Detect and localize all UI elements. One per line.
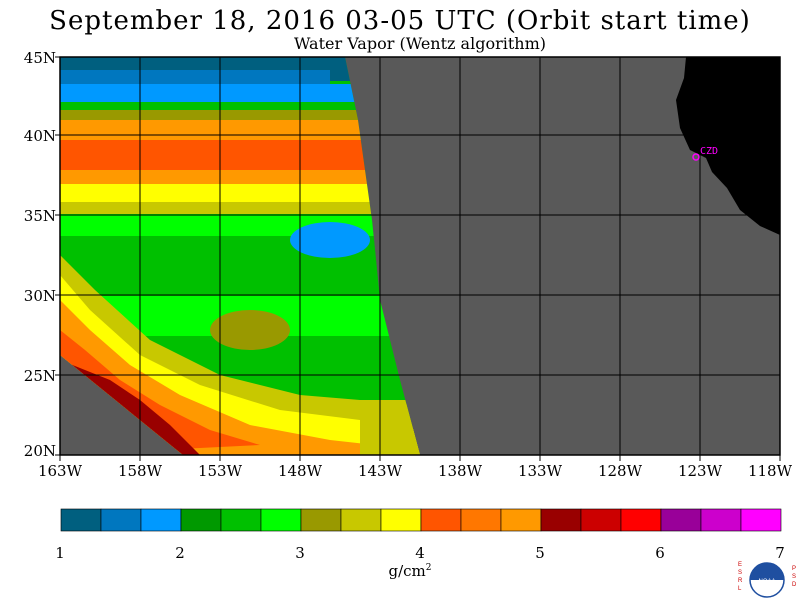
lon-label-153w: 153W <box>197 462 243 480</box>
lat-label-35n: 35N <box>23 207 56 225</box>
lon-label-133w: 133W <box>517 462 563 480</box>
colorbar-swatch <box>420 508 462 532</box>
colorbar-tick-7: 7 <box>775 544 785 562</box>
colorbar-swatch <box>500 508 542 532</box>
land-mass <box>676 57 780 235</box>
colorbar-tick-2: 2 <box>175 544 185 562</box>
lon-label-138w: 138W <box>437 462 483 480</box>
colorbar-tick-1: 1 <box>55 544 65 562</box>
colorbar-swatch <box>140 508 182 532</box>
logo-letter-d: D <box>792 582 797 588</box>
logo-letter-e: E <box>738 562 742 568</box>
colorbar-swatch <box>620 508 662 532</box>
colorbar-swatch <box>180 508 222 532</box>
logo-letter-r: R <box>738 578 743 584</box>
colorbar-unit-main: g/cm <box>388 562 426 580</box>
lon-label-128w: 128W <box>597 462 643 480</box>
lon-label-148w: 148W <box>277 462 323 480</box>
colorbar-swatch <box>60 508 102 532</box>
colorbar-tick-5: 5 <box>535 544 545 562</box>
lon-label-163w: 163W <box>37 462 83 480</box>
lat-label-40n: 40N <box>23 127 56 145</box>
colorbar-swatch <box>380 508 422 532</box>
logo-letter-s2: S <box>792 574 796 580</box>
water-vapor-map <box>55 56 781 461</box>
colorbar-swatch <box>220 508 262 532</box>
logo-letter-l: L <box>738 586 742 592</box>
station-marker <box>692 153 700 161</box>
map-title: September 18, 2016 03-05 UTC (Orbit star… <box>49 6 751 36</box>
lat-label-20n: 20N <box>23 442 56 460</box>
colorbar-swatch <box>540 508 582 532</box>
station-label: CZD <box>700 146 719 157</box>
lat-label-25n: 25N <box>23 367 56 385</box>
colorbar-swatch <box>340 508 382 532</box>
lon-label-158w: 158W <box>117 462 163 480</box>
colorbar-swatch <box>740 508 782 532</box>
colorbar-swatch <box>580 508 622 532</box>
colorbar <box>60 508 782 532</box>
tick-marks <box>55 56 781 461</box>
colorbar-unit-exponent: 2 <box>425 563 432 573</box>
map-frame <box>59 56 781 456</box>
colorbar-tick-4: 4 <box>415 544 425 562</box>
lon-label-118w: 118W <box>747 462 793 480</box>
lat-label-30n: 30N <box>23 287 56 305</box>
graticule <box>60 57 780 455</box>
colorbar-tick-3: 3 <box>295 544 305 562</box>
colorbar-tick-6: 6 <box>655 544 665 562</box>
colorbar-swatch <box>260 508 302 532</box>
map-subtitle: Water Vapor (Wentz algorithm) <box>293 34 546 53</box>
colorbar-unit: g/cm2 <box>380 562 440 580</box>
lon-label-143w: 143W <box>357 462 403 480</box>
colorbar-swatch <box>460 508 502 532</box>
colorbar-swatch <box>100 508 142 532</box>
noaa-esrl-psd-logo: NOAA E S R L P S D <box>738 562 797 598</box>
colorbar-swatch <box>300 508 342 532</box>
logo-letter-p: P <box>792 566 796 572</box>
colorbar-swatch <box>700 508 742 532</box>
lon-label-123w: 123W <box>677 462 723 480</box>
colorbar-swatch <box>660 508 702 532</box>
logo-letter-s: S <box>738 570 742 576</box>
lat-label-45n: 45N <box>23 49 56 67</box>
logo-center-text: NOAA <box>758 579 775 585</box>
